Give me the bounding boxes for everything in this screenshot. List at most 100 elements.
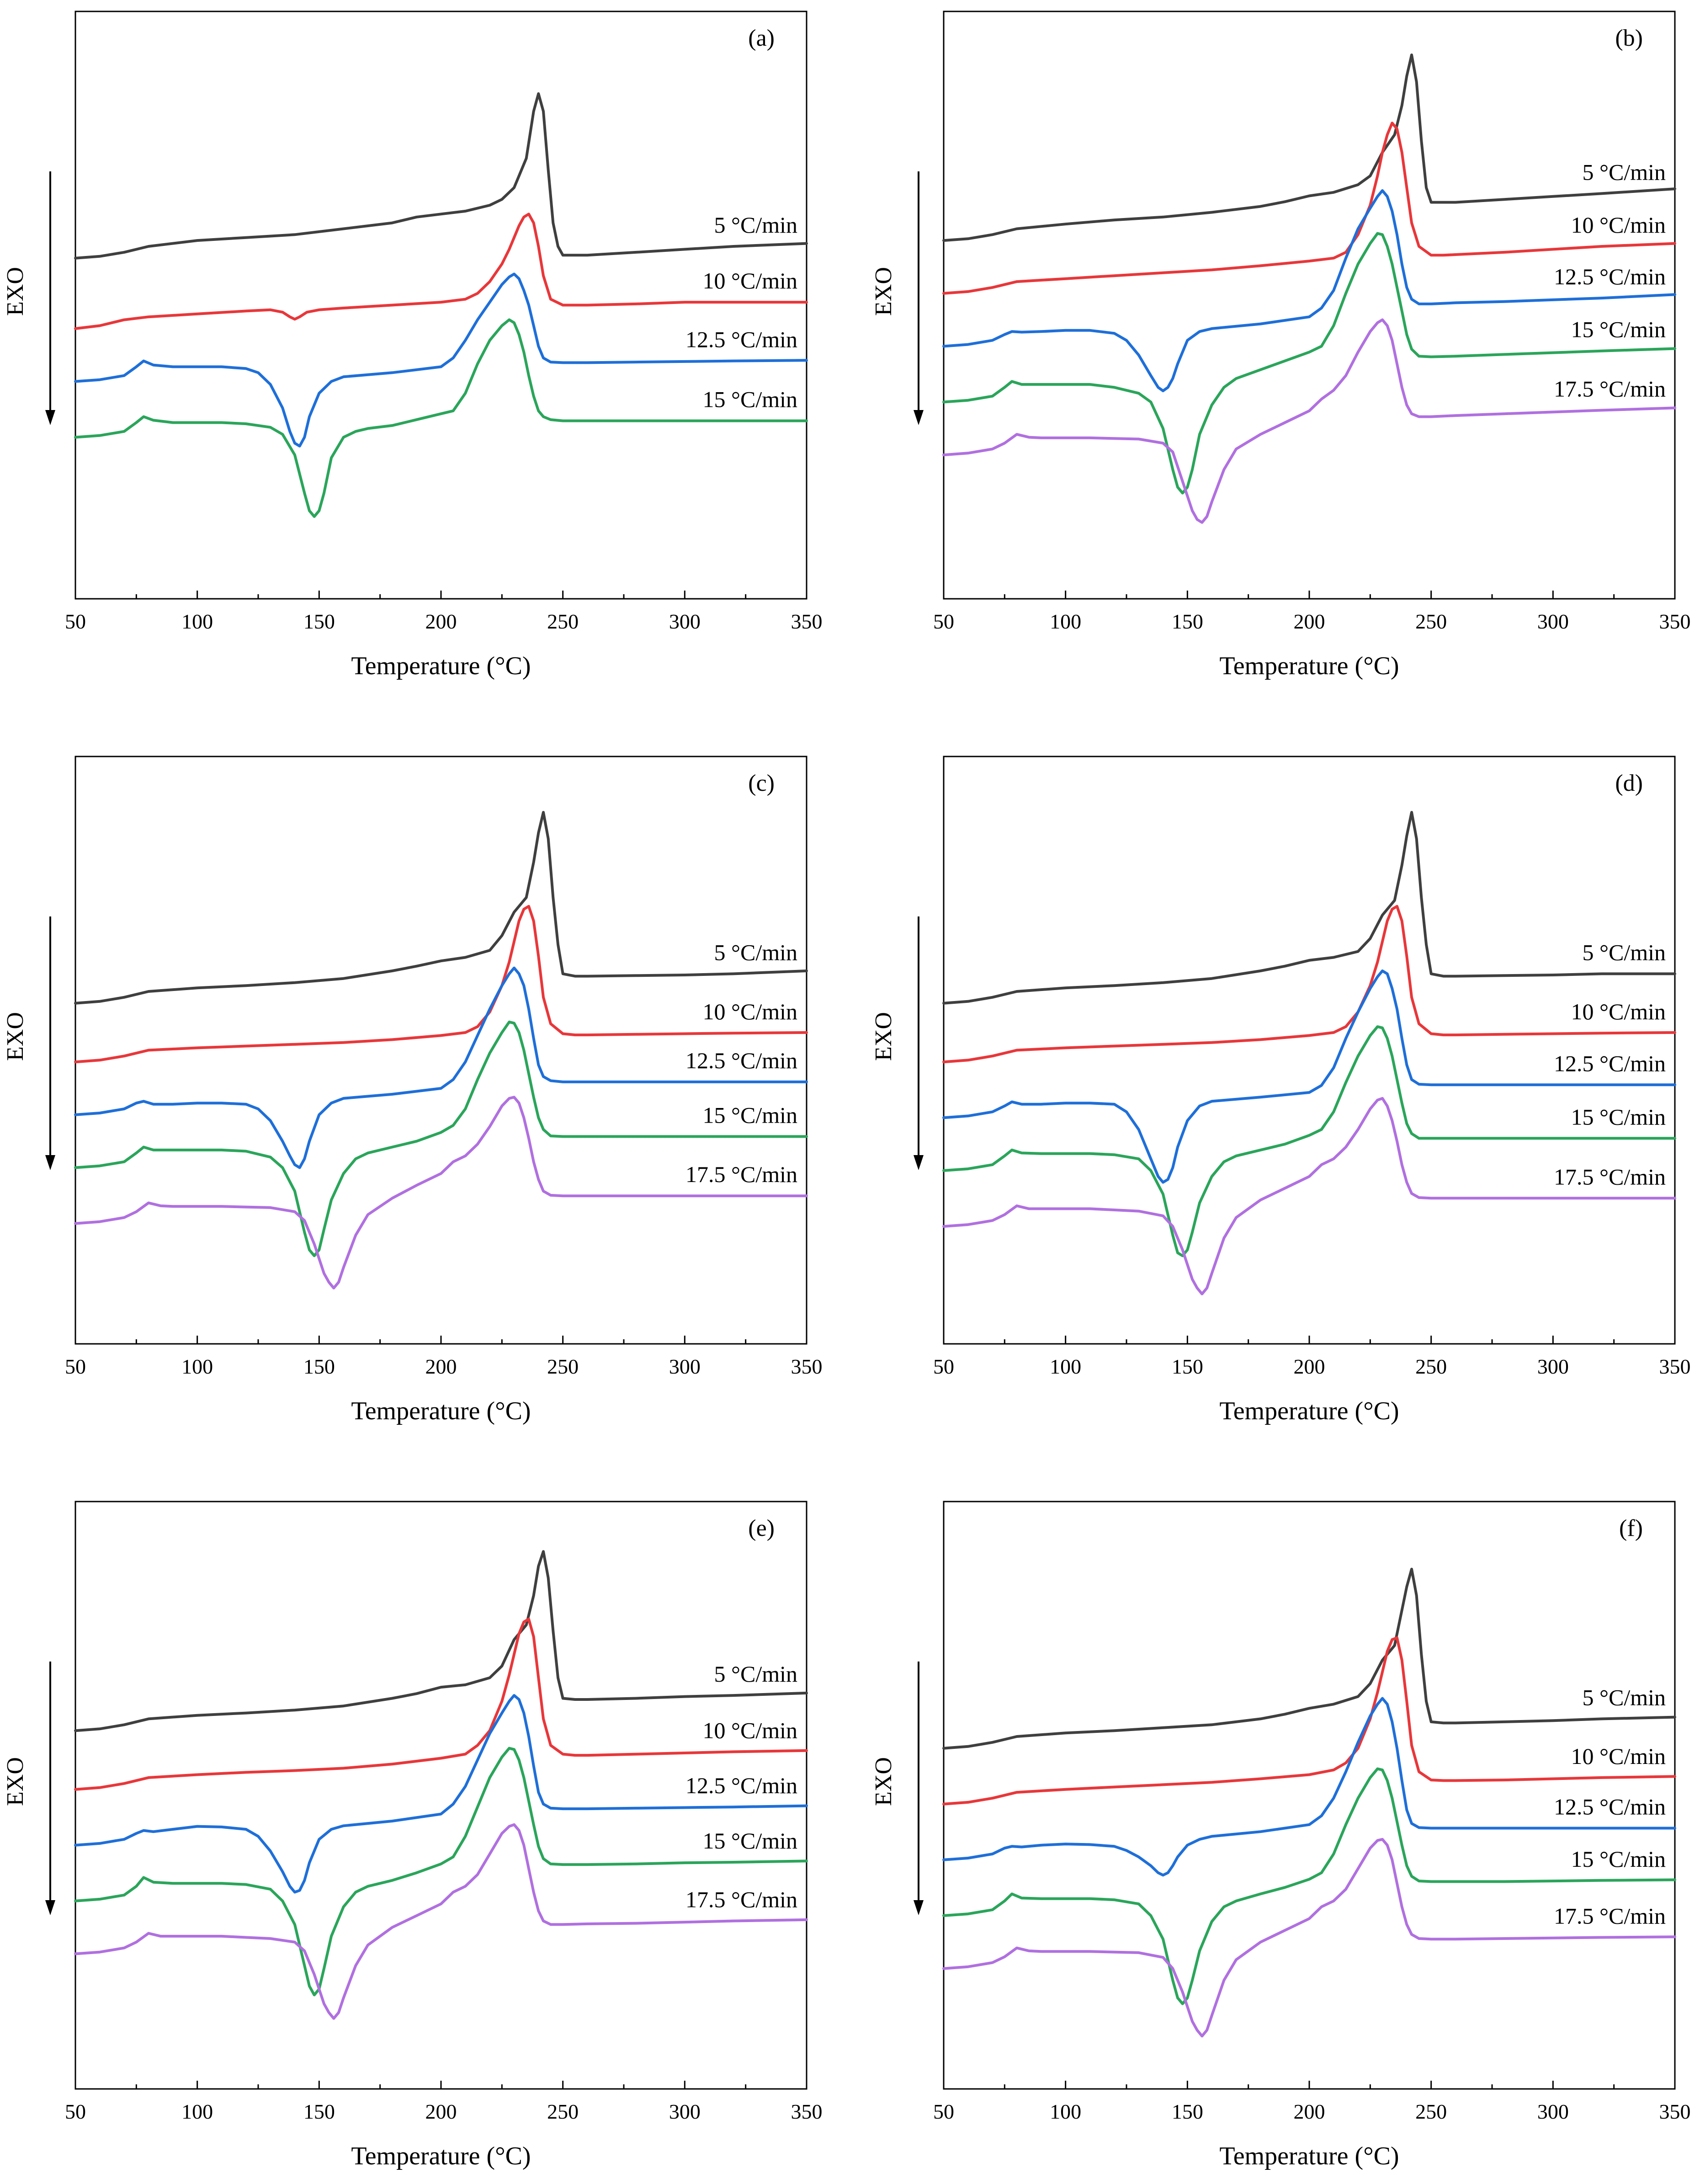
series-line	[942, 969, 1676, 1184]
series-label: 10 °C/min	[702, 1717, 797, 1743]
panel-label: (c)	[748, 770, 775, 796]
series-line	[942, 1697, 1676, 1877]
x-tick-label: 100	[181, 2100, 213, 2123]
x-tick-label: 300	[669, 2100, 701, 2123]
x-tick-label: 50	[933, 1355, 954, 1378]
chart-panel-1: 50 100 150 200 250 300 350 Temperature (°C) EXO (…	[2, 11, 823, 680]
x-tick-label: 250	[547, 1355, 579, 1378]
series-label: 10 °C/min	[1571, 999, 1666, 1024]
y-axis-label: EXO	[871, 1012, 897, 1061]
exo-arrow-head	[914, 410, 924, 425]
series-line	[942, 53, 1676, 242]
series-label: 15 °C/min	[702, 1102, 797, 1128]
series-line	[942, 1636, 1676, 1806]
series-line	[74, 966, 808, 1169]
series-label: 10 °C/min	[1571, 1743, 1666, 1769]
x-tick-label: 250	[547, 610, 579, 633]
x-tick-label: 250	[1415, 2100, 1447, 2123]
series-line	[74, 213, 808, 330]
exo-arrow-head	[45, 1900, 55, 1915]
plot-frame	[74, 11, 808, 600]
series-label: 10 °C/min	[1571, 212, 1666, 238]
x-tick-label: 200	[425, 1355, 457, 1378]
y-axis-label: EXO	[2, 1757, 28, 1806]
x-tick-label: 50	[933, 2100, 954, 2123]
x-tick-label: 300	[669, 610, 701, 633]
series-line	[942, 811, 1676, 1005]
x-tick-label: 50	[65, 610, 86, 633]
series-label: 12.5 °C/min	[685, 327, 797, 352]
x-tick-label: 50	[65, 2100, 86, 2123]
series-line	[74, 1550, 808, 1732]
y-axis-label: EXO	[871, 1757, 897, 1806]
series-line	[74, 318, 808, 518]
series-label: 15 °C/min	[1571, 1846, 1666, 1872]
series-line	[942, 1097, 1676, 1295]
series-line	[74, 1618, 808, 1791]
series-label: 10 °C/min	[702, 999, 797, 1024]
series-line	[942, 189, 1676, 393]
x-tick-label: 150	[303, 610, 335, 633]
series-line	[942, 1767, 1676, 2005]
series-label: 12.5 °C/min	[685, 1773, 797, 1798]
series-line	[74, 1823, 808, 2020]
x-tick-label: 300	[1537, 610, 1569, 633]
x-axis-label: Temperature (°C)	[351, 2142, 531, 2170]
series-line	[942, 1567, 1676, 1750]
x-tick-label: 100	[1050, 1355, 1081, 1378]
exo-arrow-head	[45, 410, 55, 425]
series-label: 5 °C/min	[714, 212, 797, 238]
plot-frame	[943, 11, 1676, 600]
series-label: 5 °C/min	[1582, 159, 1666, 185]
y-axis-label: EXO	[871, 267, 897, 316]
series-line	[942, 1025, 1676, 1257]
series-label: 5 °C/min	[714, 939, 797, 965]
series-line	[74, 272, 808, 447]
series-line	[74, 1694, 808, 1894]
x-tick-label: 350	[1659, 2100, 1691, 2123]
x-tick-label: 250	[1415, 610, 1447, 633]
panel-label: (d)	[1615, 770, 1643, 796]
y-axis-label: EXO	[2, 1012, 28, 1061]
x-axis-label: Temperature (°C)	[1219, 1397, 1399, 1425]
y-axis-label: EXO	[2, 267, 28, 316]
x-tick-label: 100	[1050, 2100, 1081, 2123]
panels-group: 50 100 150 200 250 300 350 Temperature (°C) EXO (…	[2, 11, 1691, 2170]
x-tick-label: 350	[1659, 610, 1691, 633]
series-line	[74, 1096, 808, 1289]
x-tick-label: 100	[1050, 610, 1081, 633]
x-tick-label: 200	[425, 610, 457, 633]
chart-panel-2: 50 100 150 200 250 300 350 Temperature (°C) EXO (…	[871, 11, 1691, 680]
series-label: 17.5 °C/min	[1554, 1903, 1666, 1928]
panel-label: (f)	[1619, 1515, 1643, 1541]
series-label: 12.5 °C/min	[1554, 264, 1666, 289]
x-tick-label: 150	[1172, 610, 1203, 633]
x-tick-label: 250	[547, 2100, 579, 2123]
x-tick-label: 200	[425, 2100, 457, 2123]
x-tick-label: 300	[669, 1355, 701, 1378]
series-label: 15 °C/min	[702, 387, 797, 412]
series-label: 15 °C/min	[1571, 1104, 1666, 1129]
series-line	[74, 92, 808, 260]
series-label: 15 °C/min	[702, 1828, 797, 1854]
x-tick-label: 100	[181, 610, 213, 633]
x-tick-label: 150	[303, 1355, 335, 1378]
x-tick-label: 300	[1537, 1355, 1569, 1378]
x-tick-label: 350	[791, 2100, 823, 2123]
x-tick-label: 150	[1172, 2100, 1203, 2123]
x-tick-label: 150	[1172, 1355, 1203, 1378]
x-tick-label: 250	[1415, 1355, 1447, 1378]
panel-label: (a)	[748, 25, 775, 51]
chart-panel-3: 50 100 150 200 250 300 350 Temperature (°C) EXO (…	[2, 756, 823, 1425]
chart-panel-6: 50 100 150 200 250 300 350 Temperature (°C) EXO (…	[871, 1501, 1691, 2170]
panel-label: (e)	[748, 1515, 775, 1541]
x-axis-label: Temperature (°C)	[1219, 652, 1399, 680]
series-label: 5 °C/min	[714, 1661, 797, 1687]
series-label: 12.5 °C/min	[1554, 1794, 1666, 1819]
x-tick-label: 150	[303, 2100, 335, 2123]
series-label: 17.5 °C/min	[685, 1161, 797, 1187]
series-line	[74, 1020, 808, 1257]
series-label: 17.5 °C/min	[685, 1886, 797, 1912]
series-label: 15 °C/min	[1571, 317, 1666, 342]
